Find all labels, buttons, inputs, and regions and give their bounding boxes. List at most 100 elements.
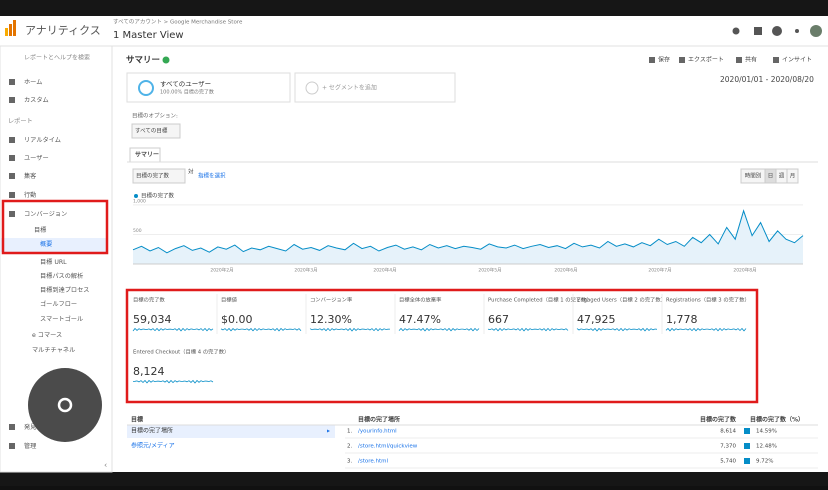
segment-add-icon — [305, 81, 319, 95]
selected-item — [0, 238, 108, 252]
metric-value: $0.00 — [221, 313, 253, 326]
metric-label: Engaged Users（目標 2 の完了数） — [577, 296, 666, 304]
segment-add-box[interactable] — [294, 72, 456, 103]
metric-value: 47.47% — [399, 313, 441, 326]
sidebar-icon — [9, 173, 15, 179]
action-icon — [679, 57, 685, 63]
line — [132, 209, 804, 254]
metric-label: Entered Checkout（目標 4 の完了数） — [133, 348, 229, 356]
sidebar-item: カスタム — [24, 96, 49, 104]
row-index: 3. — [347, 459, 352, 465]
view-name: 1 Master View — [113, 30, 184, 41]
table-column-header: 目標の完了数 — [700, 416, 737, 424]
metric-label: 目標の完了数 — [133, 296, 165, 304]
toolbar-action[interactable]: 共有 — [745, 56, 757, 64]
x-tick-label: 2020年6月 — [554, 267, 577, 274]
segment-icon — [138, 80, 154, 96]
select-metric[interactable]: 指標を選択 — [198, 172, 226, 180]
row-count: 8,614 — [720, 429, 736, 435]
row-count: 7,370 — [720, 444, 736, 450]
app-name: アナリティクス — [25, 24, 101, 37]
row-page[interactable]: /store.html — [358, 459, 389, 465]
sidebar-item: 目標 — [34, 226, 46, 234]
action-icon — [773, 57, 779, 63]
x-tick-label: 2020年4月 — [373, 267, 396, 274]
action-icon — [649, 57, 655, 63]
date-range[interactable]: 2020/01/01 - 2020/08/20 — [720, 75, 814, 84]
metric-value: 12.30% — [310, 313, 352, 326]
period-label: 週 — [779, 172, 785, 180]
sidebar-icon — [9, 97, 15, 103]
breadcrumb: すべてのアカウント > Google Merchandise Store — [113, 18, 243, 26]
sidebar-item: スマートゴール — [40, 315, 83, 323]
legend-dot — [134, 194, 138, 198]
search: レポートとヘルプを検索 — [24, 54, 90, 62]
highlight-box — [1, 199, 109, 255]
percent-bar — [744, 458, 750, 464]
goal-select[interactable] — [131, 123, 181, 139]
header-icons — [732, 25, 822, 37]
metric-label: 目標全体の放棄率 — [399, 296, 442, 304]
toolbar-action[interactable]: エクスポート — [688, 56, 724, 64]
metric-select[interactable] — [132, 168, 186, 184]
sidebar-item: 集客 — [24, 172, 36, 180]
x-tick-label: 2020年7月 — [648, 267, 671, 274]
period-label: 月 — [790, 173, 796, 180]
lens-overlay[interactable] — [28, 368, 102, 442]
row-percent: 9.72% — [756, 459, 773, 465]
toolbar-action[interactable]: 保存 — [658, 56, 670, 64]
sparkline — [398, 327, 480, 332]
row-index: 1. — [347, 429, 352, 435]
row-percent: 12.48% — [756, 444, 777, 450]
sidebar-icon — [9, 211, 15, 217]
y-tick-label: 500 — [133, 228, 142, 234]
metric-value: 47,925 — [577, 313, 616, 326]
period-button[interactable] — [786, 168, 799, 184]
metric-select-text: 目標の完了数 — [136, 172, 170, 180]
segment-box[interactable] — [126, 72, 291, 103]
sidebar-icon — [9, 192, 15, 198]
table-left-header: 目標 — [131, 416, 143, 424]
sparkline — [309, 327, 391, 332]
sidebar-item: 目標到達プロセス — [40, 286, 90, 294]
logo — [5, 20, 16, 36]
table-left-row[interactable]: 参照元/メディア — [131, 442, 175, 450]
legend: 目標の完了数 — [141, 192, 175, 200]
sidebar-item: 行動 — [24, 191, 36, 199]
sidebar-item: 概要 — [40, 240, 52, 248]
row-arrow: ▸ — [327, 428, 330, 435]
sparkline — [487, 327, 569, 332]
table-left-row[interactable]: 目標の完了場所 — [131, 427, 173, 435]
goal-select-text: すべての目標 — [135, 127, 168, 135]
sidebar-item: e コマース — [32, 332, 62, 339]
sparkline — [576, 327, 658, 332]
sidebar-icon — [9, 443, 15, 449]
sparkline — [220, 327, 302, 332]
x-tick-label: 2020年3月 — [294, 267, 317, 274]
goal-option-label: 目標のオプション: — [132, 112, 178, 120]
sidebar-item: マルチチャネル — [32, 347, 75, 354]
sidebar-item: ゴールフロー — [40, 300, 77, 308]
table-column-header: 目標の完了数（%） — [750, 416, 804, 424]
row-page[interactable]: /yourinfo.html — [358, 429, 397, 435]
metric-label: Registrations（目標 3 の完了数） — [666, 296, 750, 304]
row-page[interactable]: /store.html/quickview — [358, 444, 418, 450]
toolbar-action[interactable]: インサイト — [782, 57, 812, 64]
metric-value: 59,034 — [133, 313, 172, 326]
row-index: 2. — [347, 444, 352, 450]
period-label: 時間別 — [745, 172, 762, 180]
percent-bar — [744, 428, 750, 434]
verified-icon — [162, 56, 170, 64]
segment-name: すべてのユーザー — [160, 80, 211, 88]
selected-row — [127, 425, 335, 438]
sparkline — [132, 379, 214, 384]
segment-add: + セグメントを追加 — [322, 84, 377, 92]
metric-label: Purchase Completed（目標 1 の完了数） — [488, 296, 592, 304]
sidebar-item: レポート — [8, 117, 33, 125]
collapse-icon: ‹ — [104, 461, 107, 470]
sidebar-item: リアルタイム — [24, 136, 61, 144]
sidebar-item: 発見 — [24, 423, 36, 431]
sidebar-item: 目標パスの解析 — [40, 272, 83, 280]
segment-detail: 100.00% 目標の完了数 — [160, 89, 214, 96]
tab-label: サマリー — [135, 152, 159, 159]
